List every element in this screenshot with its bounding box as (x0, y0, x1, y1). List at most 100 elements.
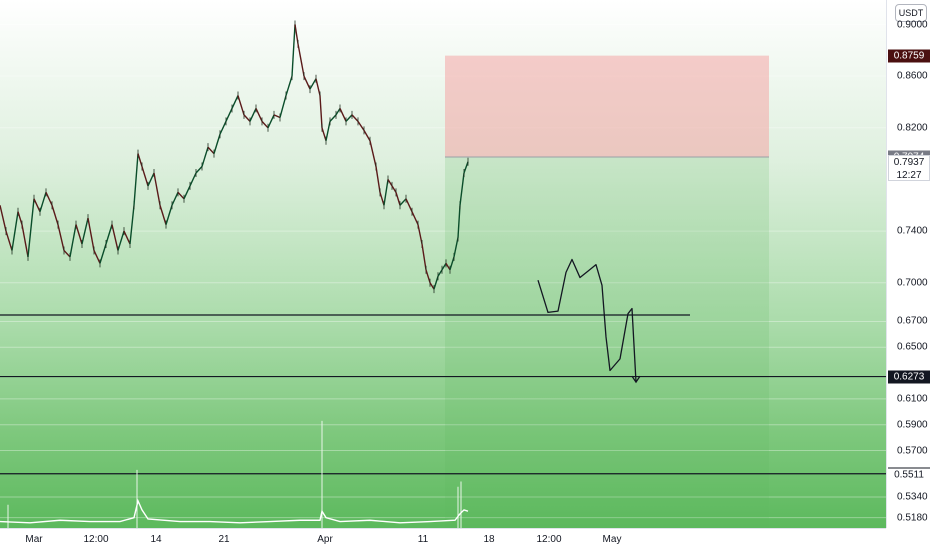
price-badge: 0.5511 (888, 468, 930, 482)
price-segment (411, 211, 419, 225)
time-tick-label: 21 (218, 534, 230, 545)
price-segment (321, 127, 327, 141)
price-segment (297, 43, 305, 77)
price-segment (363, 130, 371, 142)
price-segment (183, 185, 191, 200)
price-segment (11, 211, 19, 251)
price-segment (87, 218, 95, 251)
price-segment (129, 205, 135, 245)
price-segment (329, 114, 337, 122)
price-segment (294, 24, 299, 44)
price-segment (255, 108, 263, 122)
time-tick-label: 18 (483, 534, 495, 545)
price-segment (441, 262, 447, 271)
arrow-head (631, 375, 641, 384)
price-segment (345, 114, 353, 122)
price-segment (243, 114, 251, 122)
price-segment (319, 95, 323, 128)
price-badge: 0.6273 (888, 370, 930, 384)
price-segment (39, 192, 47, 212)
current-price-label: 0.7937 (893, 156, 925, 168)
price-segment (453, 237, 459, 258)
price-segment (141, 166, 149, 187)
price-segment (325, 121, 331, 141)
volume-line (0, 498, 469, 524)
chart-plot-area[interactable] (0, 0, 886, 528)
time-tick-label: 12:00 (536, 534, 562, 545)
time-axis[interactable]: Mar 12:00 14 21 Apr 11 18 12:00 May (0, 528, 886, 551)
price-segment (147, 172, 155, 187)
time-tick-label: 12:00 (83, 534, 109, 545)
price-segment (387, 179, 393, 187)
price-segment (309, 78, 317, 90)
price-segment (105, 224, 113, 245)
price-segment (237, 95, 245, 116)
price-tick-label: 0.8200 (897, 122, 928, 134)
price-segment (261, 120, 269, 129)
price-segment (433, 276, 439, 290)
price-segment (445, 262, 451, 271)
price-segment (33, 198, 41, 213)
price-segment (379, 192, 385, 206)
time-tick-label: 11 (417, 534, 429, 545)
price-segment (285, 75, 293, 96)
price-segment (5, 230, 13, 251)
price-segment (93, 250, 101, 264)
price-segment (357, 120, 365, 131)
price-segment (399, 198, 407, 206)
price-segment (279, 95, 287, 118)
price-segment (351, 114, 359, 122)
price-tick-label: 0.5340 (897, 491, 928, 503)
price-segment (303, 75, 311, 90)
price-segment (51, 205, 59, 225)
price-segment (391, 185, 397, 193)
price-segment (213, 134, 221, 154)
price-segment (459, 172, 465, 206)
price-segment (27, 198, 35, 257)
price-segment (75, 224, 83, 245)
time-tick-label: 14 (150, 534, 162, 545)
price-badge: 0.8759 (888, 49, 930, 63)
time-tick-label: Apr (317, 534, 333, 545)
price-tick-label: 0.7400 (897, 225, 928, 237)
price-segment (195, 166, 203, 174)
price-segment (117, 230, 125, 251)
price-segment (437, 269, 443, 277)
price-segment (177, 191, 185, 200)
price-tick-label: 0.8600 (897, 70, 928, 82)
price-axis[interactable]: USDT 0.9000 0.8600 0.8200 0.7400 0.7000 0.670… (886, 0, 932, 528)
price-segment (81, 218, 89, 245)
price-segment (417, 224, 423, 245)
price-tick-label: 0.5180 (897, 512, 928, 524)
price-segment (137, 153, 143, 167)
time-tick-label: Mar (25, 534, 43, 545)
price-segment (291, 24, 296, 77)
price-segment (159, 205, 167, 225)
price-segment (17, 211, 23, 225)
price-segment (165, 205, 173, 225)
price-segment (315, 78, 321, 96)
price-tick-label: 0.6500 (897, 341, 928, 353)
price-segment (425, 269, 431, 283)
price-segment (429, 282, 435, 290)
price-segment (395, 192, 401, 206)
currency-label[interactable]: USDT (895, 4, 927, 22)
price-segment (449, 256, 455, 271)
price-tick-label: 0.5700 (897, 445, 928, 457)
price-segment (99, 243, 107, 264)
bar-countdown: 0.7937 12:27 (888, 154, 930, 181)
price-segment (273, 114, 281, 119)
price-segment (207, 146, 215, 155)
price-segment (0, 205, 7, 232)
chart-canvas[interactable] (0, 0, 886, 528)
price-segment (45, 192, 53, 206)
price-tick-label: 0.6700 (897, 315, 928, 327)
price-tick-label: 0.6100 (897, 393, 928, 405)
price-segment (383, 179, 389, 206)
price-segment (123, 230, 131, 245)
price-tick-label: 0.9000 (897, 19, 928, 31)
price-segment (421, 243, 427, 270)
price-segment (133, 153, 139, 206)
price-segment (369, 140, 377, 167)
price-segment (189, 172, 197, 187)
